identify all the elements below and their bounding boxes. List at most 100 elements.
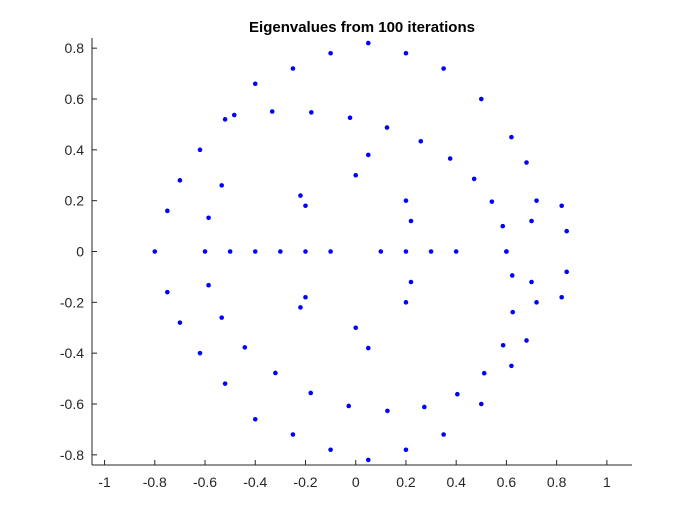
data-point — [422, 404, 427, 410]
x-tick-label: -0.6 — [193, 474, 217, 490]
data-point — [559, 294, 564, 300]
y-tick-label: -0.4 — [60, 345, 84, 361]
data-point — [455, 391, 460, 397]
data-point — [347, 115, 353, 121]
x-tick-label: -0.8 — [143, 474, 167, 490]
data-point — [529, 218, 534, 224]
data-point — [219, 183, 225, 188]
data-point — [564, 269, 569, 275]
y-tick-label: -0.2 — [60, 294, 84, 310]
data-point — [353, 172, 359, 178]
y-tick-label: 0 — [76, 244, 84, 260]
data-point — [479, 401, 484, 407]
data-point — [509, 134, 514, 140]
data-point — [202, 249, 208, 254]
data-point — [500, 223, 506, 229]
y-tick-label: 0.8 — [65, 40, 85, 56]
data-point — [408, 218, 414, 224]
data-point — [303, 203, 308, 209]
data-point — [222, 117, 228, 122]
x-tick-label: 0.6 — [497, 474, 517, 490]
data-point — [509, 363, 514, 369]
data-point — [206, 215, 211, 221]
data-point — [278, 249, 283, 254]
data-point — [252, 416, 258, 422]
data-point — [509, 273, 515, 278]
data-point — [504, 249, 509, 254]
data-point — [403, 447, 409, 453]
data-point — [418, 138, 424, 144]
data-point — [489, 199, 495, 204]
x-tick-label: 0.2 — [396, 474, 416, 490]
data-point — [365, 345, 371, 351]
y-tick-label: 0.6 — [65, 91, 85, 107]
data-point — [303, 294, 308, 300]
data-point — [403, 249, 409, 254]
data-point — [242, 345, 248, 350]
data-point — [177, 320, 183, 325]
data-point — [403, 198, 409, 203]
data-point — [524, 160, 529, 165]
data-point — [206, 282, 211, 288]
x-tick-label: 0.8 — [547, 474, 567, 490]
data-point — [298, 193, 303, 198]
data-point — [403, 300, 409, 305]
data-point — [471, 176, 477, 182]
x-tick-label: -1 — [98, 474, 111, 490]
data-point — [177, 178, 183, 183]
data-point — [219, 315, 225, 320]
data-point — [428, 249, 434, 254]
data-point — [365, 152, 371, 158]
data-point — [290, 432, 296, 437]
data-point — [500, 342, 506, 348]
data-point — [152, 249, 158, 254]
data-point — [403, 50, 409, 56]
x-tick-label: -0.2 — [293, 474, 317, 490]
data-point — [441, 432, 446, 437]
data-point — [441, 66, 446, 71]
x-tick-label: 0.4 — [446, 474, 466, 490]
data-point — [197, 147, 203, 153]
y-tick-label: 0.4 — [65, 142, 85, 158]
y-tick-label: -0.8 — [60, 447, 84, 463]
x-tick-label: 0 — [352, 474, 360, 490]
data-point — [252, 81, 258, 87]
data-point — [227, 249, 233, 254]
data-point — [165, 208, 170, 214]
data-point — [197, 350, 203, 356]
data-point — [328, 249, 333, 254]
chart-title: Eigenvalues from 100 iterations — [249, 19, 475, 36]
data-point — [222, 381, 228, 386]
data-point — [564, 228, 569, 234]
data-point — [534, 300, 539, 305]
data-point — [453, 249, 459, 254]
data-points — [152, 40, 569, 463]
data-point — [328, 447, 333, 453]
data-point — [309, 110, 314, 115]
data-point — [479, 96, 484, 102]
data-point — [290, 66, 296, 71]
data-point — [529, 279, 534, 285]
data-point — [252, 249, 258, 254]
y-tick-label: -0.6 — [60, 396, 84, 412]
data-point — [534, 198, 539, 203]
x-tick-label: -0.4 — [243, 474, 267, 490]
data-point — [524, 338, 529, 343]
data-point — [308, 390, 314, 396]
y-tick-label: 0.2 — [65, 193, 85, 209]
data-point — [303, 249, 308, 254]
data-point — [408, 279, 414, 285]
data-point — [365, 40, 371, 46]
data-point — [269, 109, 275, 114]
data-point — [231, 112, 237, 118]
data-point — [273, 370, 278, 376]
data-point — [385, 408, 390, 414]
data-point — [346, 403, 352, 409]
data-point — [447, 156, 453, 161]
data-point — [481, 370, 487, 376]
data-point — [298, 305, 303, 310]
x-tick-label: 1 — [603, 474, 611, 490]
data-point — [384, 125, 390, 130]
